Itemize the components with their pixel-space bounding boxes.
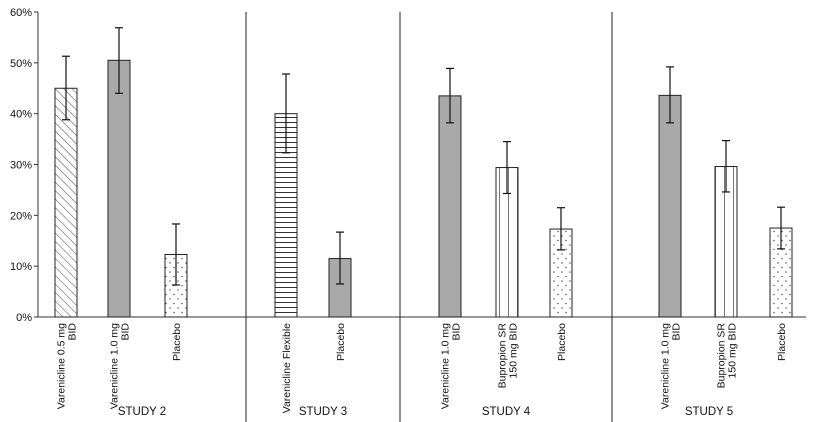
category-label-line: 150 mg BID [727,323,739,379]
labels-layer: Varenicline 0.5 mgBID Varenicline 1.0 mgB… [56,323,789,418]
category-label: Placebo [776,323,788,361]
bars-layer [54,27,793,318]
category-label-line: Varenicline Flexible [281,323,293,413]
y-tick-label: 0% [16,312,32,324]
category-label-line: Placebo [335,323,347,361]
category-label: Varenicline 0.5 mgBID [56,323,79,410]
category-label-line: 150 mg BID [508,323,520,379]
category-label-line: BID [67,323,79,341]
category-label-line: Placebo [171,323,183,361]
category-label-line: Bupropion SR [716,323,728,389]
bar [54,87,78,318]
category-label-line: BID [120,323,132,341]
y-tick-label: 60% [10,7,32,19]
bar [658,94,682,318]
category-label: Varenicline Flexible [281,323,293,413]
category-label: Bupropion SR150 mg BID [716,323,739,389]
y-tick-label: 20% [10,210,32,222]
category-label-line: Placebo [776,323,788,361]
study-label: STUDY 2 [118,406,166,418]
bar [107,59,131,318]
category-label-line: Bupropion SR [497,323,509,389]
y-tick-label: 30% [10,160,32,172]
y-tick-label: 10% [10,261,32,273]
category-label-line: Varenicline 1.0 mg [660,323,672,409]
bar [438,95,462,318]
category-label: Placebo [171,323,183,361]
study-label: STUDY 5 [685,406,733,418]
category-label: Varenicline 1.0 mgBID [109,323,132,410]
category-label-line: Placebo [556,323,568,361]
category-label-line: BID [451,323,463,341]
category-label: Placebo [335,323,347,361]
y-tick-label: 40% [10,109,32,121]
y-tick-label: 50% [10,58,32,70]
category-label: Bupropion SR150 mg BID [497,323,520,389]
category-label: Varenicline 1.0 mgBID [440,323,463,410]
category-label-line: BID [671,323,683,341]
category-label-line: Varenicline 0.5 mg [56,323,68,409]
study-label: STUDY 4 [482,406,531,418]
category-label-line: Varenicline 1.0 mg [440,323,452,409]
category-label: Varenicline 1.0 mgBID [660,323,683,410]
category-label-line: Varenicline 1.0 mg [109,323,121,409]
study-label: STUDY 3 [299,406,347,418]
category-label: Placebo [556,323,568,361]
